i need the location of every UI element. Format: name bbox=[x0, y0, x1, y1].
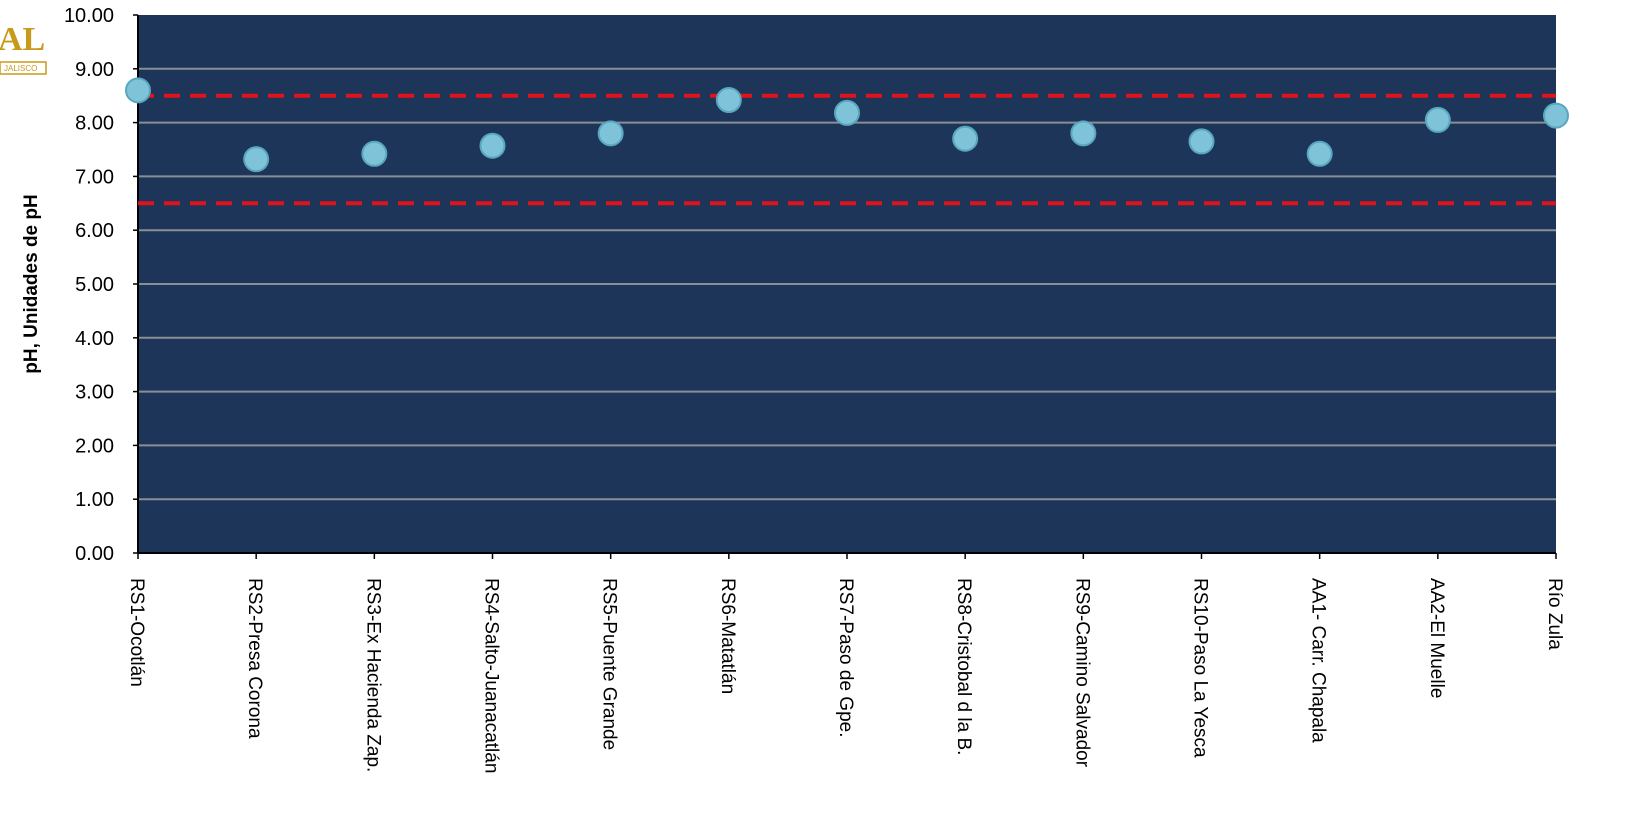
y-tick-label: 2.00 bbox=[75, 435, 114, 457]
data-point bbox=[243, 146, 270, 173]
y-tick-label: 6.00 bbox=[75, 220, 114, 242]
y-tick-label: 5.00 bbox=[75, 274, 114, 296]
x-category-label: RS7-Paso de Gpe. bbox=[835, 578, 856, 737]
data-point bbox=[1070, 120, 1097, 147]
x-category-label: RS9-Camino Salvador bbox=[1071, 578, 1092, 768]
data-point bbox=[834, 99, 860, 126]
data-point bbox=[1543, 102, 1569, 129]
x-category-label: AA2-El Muelle bbox=[1426, 578, 1447, 698]
x-category-label: RS3-Ex Hacienda Zap. bbox=[362, 578, 383, 772]
x-category-label: RS8-Cristobal d la B. bbox=[953, 578, 974, 755]
x-category-label: RS10-Paso La Yesca bbox=[1190, 578, 1211, 758]
x-axis: RS1-Ocotlán RS2-Presa Corona RS3-Ex Hacien… bbox=[126, 553, 1565, 773]
y-tick-label: 1.00 bbox=[75, 489, 114, 511]
logo-subtext: JALISCO bbox=[4, 64, 37, 73]
x-category-label: RS6-Matatlán bbox=[717, 578, 738, 694]
data-point bbox=[597, 120, 624, 147]
data-point bbox=[1306, 140, 1333, 167]
logo-subtext-box bbox=[0, 61, 47, 75]
y-tick-label: 10.00 bbox=[64, 5, 114, 27]
y-axis: 0.00 1.00 2.00 3.00 4.00 5.00 6.00 7.00 8.00 9.00… bbox=[64, 5, 1556, 565]
x-category-label: Río Zula bbox=[1544, 578, 1565, 650]
data-points bbox=[125, 77, 1569, 173]
data-point bbox=[715, 87, 742, 114]
data-point bbox=[1424, 106, 1451, 133]
logo-text: AL bbox=[0, 21, 45, 58]
y-tick-label: 3.00 bbox=[75, 382, 114, 404]
x-category-label: RS4-Salto-Juanacatlán bbox=[481, 578, 502, 773]
x-category-label: AA1- Carr. Chapala bbox=[1308, 578, 1329, 743]
y-tick-label: 7.00 bbox=[75, 166, 114, 188]
y-tick-label: 4.00 bbox=[75, 328, 114, 350]
data-point bbox=[125, 77, 151, 104]
data-point bbox=[479, 132, 506, 159]
y-tick-label: 9.00 bbox=[75, 59, 114, 81]
y-axis-title: pH, Unidades de pH bbox=[21, 194, 42, 373]
x-category-label: RS2-Presa Corona bbox=[244, 578, 265, 739]
data-point bbox=[952, 125, 979, 152]
data-point bbox=[1188, 128, 1215, 155]
y-tick-label: 8.00 bbox=[75, 113, 114, 135]
data-point bbox=[361, 140, 388, 167]
y-tick-label: 0.00 bbox=[75, 543, 114, 565]
reference-lines bbox=[138, 93, 1556, 206]
x-category-label: RS5-Puente Grande bbox=[599, 578, 620, 750]
x-category-label: RS1-Ocotlán bbox=[126, 578, 147, 687]
gridlines bbox=[138, 67, 1556, 501]
logo: AL JALISCO bbox=[0, 21, 47, 75]
